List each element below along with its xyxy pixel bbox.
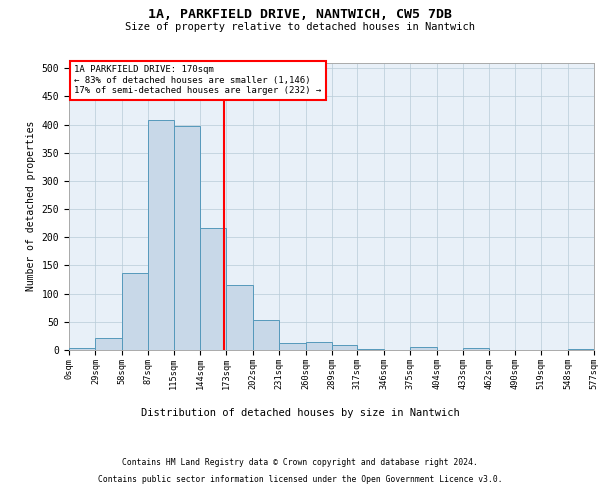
Bar <box>148 120 173 350</box>
Bar <box>410 347 437 350</box>
Bar <box>568 349 594 350</box>
Bar <box>358 349 384 350</box>
Bar <box>463 348 490 350</box>
Bar <box>305 342 332 350</box>
Bar <box>253 320 279 350</box>
Bar <box>279 343 305 350</box>
Bar <box>122 273 148 350</box>
Text: Contains HM Land Registry data © Crown copyright and database right 2024.: Contains HM Land Registry data © Crown c… <box>122 458 478 467</box>
Bar <box>200 228 226 350</box>
Bar <box>69 348 95 350</box>
Bar <box>173 126 200 350</box>
Bar <box>332 346 358 350</box>
Text: 1A PARKFIELD DRIVE: 170sqm
← 83% of detached houses are smaller (1,146)
17% of s: 1A PARKFIELD DRIVE: 170sqm ← 83% of deta… <box>74 66 322 95</box>
Text: 1A, PARKFIELD DRIVE, NANTWICH, CW5 7DB: 1A, PARKFIELD DRIVE, NANTWICH, CW5 7DB <box>148 8 452 20</box>
Bar <box>95 338 122 350</box>
Bar <box>226 285 253 350</box>
Text: Distribution of detached houses by size in Nantwich: Distribution of detached houses by size … <box>140 408 460 418</box>
Text: Contains public sector information licensed under the Open Government Licence v3: Contains public sector information licen… <box>98 474 502 484</box>
Y-axis label: Number of detached properties: Number of detached properties <box>26 121 36 292</box>
Text: Size of property relative to detached houses in Nantwich: Size of property relative to detached ho… <box>125 22 475 32</box>
